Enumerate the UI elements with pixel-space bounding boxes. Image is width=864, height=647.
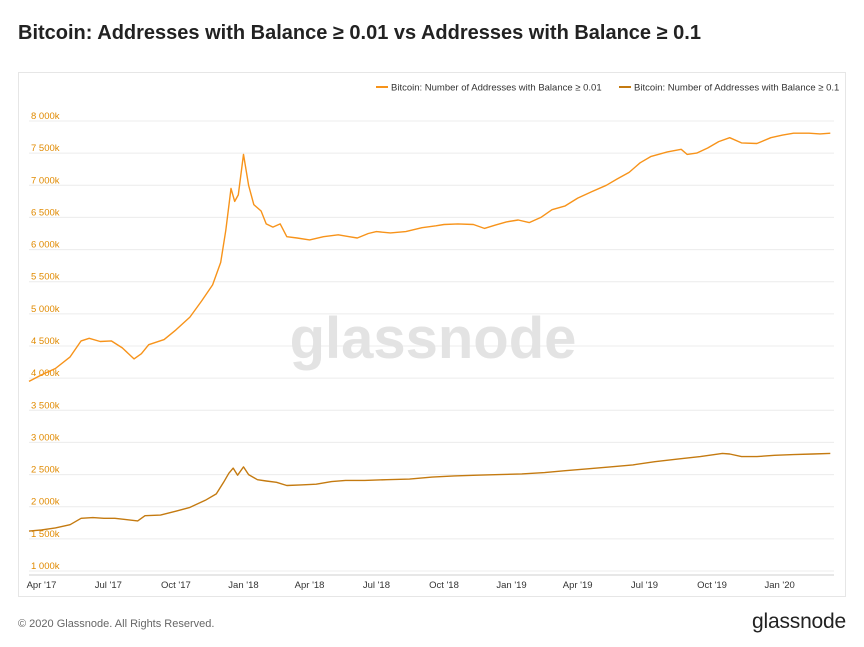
x-tick-label: Jul '19 xyxy=(631,580,658,591)
x-tick-label: Oct '19 xyxy=(697,580,727,591)
y-tick-label: 7 500k xyxy=(31,143,60,154)
legend-label: Bitcoin: Number of Addresses with Balanc… xyxy=(391,83,602,94)
x-tick-label: Jul '18 xyxy=(363,580,390,591)
y-tick-label: 6 500k xyxy=(31,207,60,218)
series-lines xyxy=(28,132,831,532)
y-tick-label: 6 000k xyxy=(31,240,60,251)
y-tick-label: 1 500k xyxy=(31,529,60,540)
copyright-text: © 2020 Glassnode. All Rights Reserved. xyxy=(18,618,215,630)
y-tick-label: 3 000k xyxy=(31,432,60,443)
x-tick-label: Jan '19 xyxy=(496,580,526,591)
legend-item[interactable]: Bitcoin: Number of Addresses with Balanc… xyxy=(619,83,839,94)
grid-lines xyxy=(29,120,834,572)
legend-label: Bitcoin: Number of Addresses with Balanc… xyxy=(634,83,839,94)
y-tick-label: 3 500k xyxy=(31,400,60,411)
series-line-balance-001 xyxy=(28,132,831,383)
legend-item[interactable]: Bitcoin: Number of Addresses with Balanc… xyxy=(376,83,602,94)
x-tick-label: Oct '17 xyxy=(161,580,191,591)
y-tick-label: 4 500k xyxy=(31,336,60,347)
y-tick-label: 5 500k xyxy=(31,272,60,283)
x-tick-label: Apr '17 xyxy=(27,580,57,591)
series-line-balance-01 xyxy=(28,452,831,532)
x-tick-label: Oct '18 xyxy=(429,580,459,591)
watermark-text: glassnode xyxy=(290,306,577,371)
x-axis: Apr '17 Jul '17 Oct '17 Jan '18 Apr '18 Jul '… xyxy=(27,574,834,591)
chart-frame: glassnode 1 000k 1 500k 2 000k 2 500k 3 000k… xyxy=(18,72,846,597)
legend[interactable]: Bitcoin: Number of Addresses with Balanc… xyxy=(376,83,839,94)
x-tick-label: Jan '20 xyxy=(764,580,794,591)
x-tick-label: Jul '17 xyxy=(95,580,122,591)
x-tick-label: Apr '18 xyxy=(295,580,325,591)
brand-logo[interactable]: glassnode xyxy=(752,610,846,633)
page-title: Bitcoin: Addresses with Balance ≥ 0.01 v… xyxy=(18,22,701,44)
y-tick-label: 2 000k xyxy=(31,497,60,508)
x-tick-label: Apr '19 xyxy=(563,580,593,591)
y-tick-label: 7 000k xyxy=(31,175,60,186)
x-tick-label: Jan '18 xyxy=(228,580,258,591)
line-chart: glassnode 1 000k 1 500k 2 000k 2 500k 3 000k… xyxy=(27,83,840,592)
y-tick-label: 8 000k xyxy=(31,111,60,122)
y-tick-label: 5 000k xyxy=(31,304,60,315)
y-tick-label: 1 000k xyxy=(31,561,60,572)
y-tick-label: 2 500k xyxy=(31,465,60,476)
